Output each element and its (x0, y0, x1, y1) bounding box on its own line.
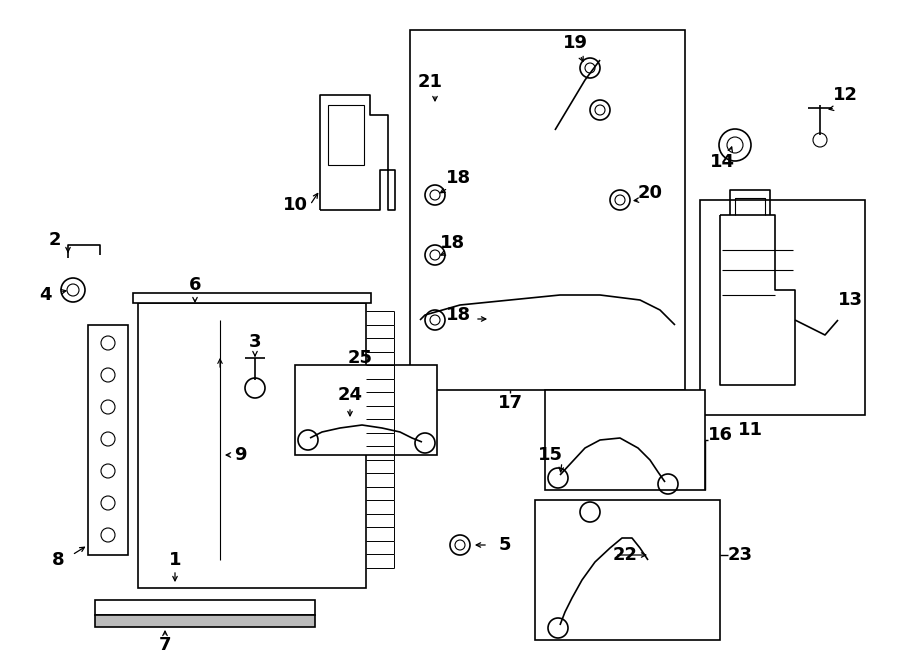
Text: 25: 25 (347, 349, 373, 367)
Text: 22: 22 (613, 546, 637, 564)
Bar (535, 500, 720, 640)
Text: 17: 17 (498, 394, 523, 412)
Text: 18: 18 (446, 169, 471, 187)
Text: 18: 18 (440, 234, 465, 252)
Text: 11: 11 (737, 421, 762, 439)
Text: 23: 23 (727, 546, 752, 564)
Text: 13: 13 (838, 291, 862, 309)
Bar (133, 293, 371, 303)
Text: 15: 15 (537, 446, 562, 464)
Text: 10: 10 (283, 196, 308, 214)
Text: 3: 3 (248, 333, 261, 351)
Text: 14: 14 (709, 153, 734, 171)
Text: 18: 18 (446, 306, 471, 324)
Bar (545, 390, 705, 490)
Text: 19: 19 (562, 34, 588, 52)
Text: 4: 4 (39, 286, 51, 304)
Text: 1: 1 (169, 551, 181, 569)
Bar (410, 30, 685, 390)
Bar (138, 303, 366, 588)
Text: 16: 16 (707, 426, 733, 444)
Bar (328, 105, 364, 165)
Text: 6: 6 (189, 276, 202, 294)
Text: 8: 8 (51, 551, 64, 569)
Text: 9: 9 (234, 446, 247, 464)
Text: 7: 7 (158, 636, 171, 654)
Text: 24: 24 (338, 386, 363, 404)
Bar (295, 365, 437, 455)
Text: 5: 5 (499, 536, 511, 554)
Text: 20: 20 (637, 184, 662, 202)
Bar (95, 600, 315, 615)
Bar (700, 200, 865, 415)
Text: 21: 21 (418, 73, 443, 91)
Text: 2: 2 (49, 231, 61, 249)
Text: 12: 12 (832, 86, 858, 104)
Bar (88, 325, 128, 555)
Bar (95, 615, 315, 627)
